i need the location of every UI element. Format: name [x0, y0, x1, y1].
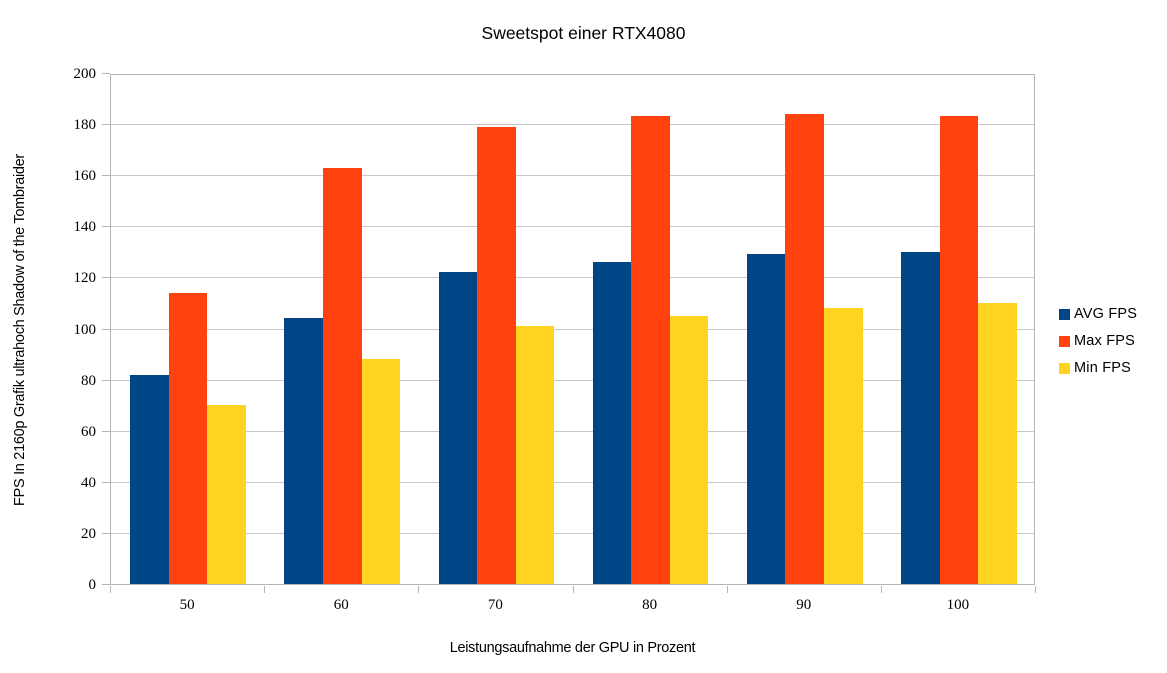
bar-max-fps-100 [939, 116, 979, 584]
x-tick-0 [110, 586, 111, 593]
plot-area [110, 74, 1035, 585]
bar-max-fps-90 [785, 113, 824, 584]
gridline-80 [111, 379, 1034, 381]
legend: AVG FPS Max FPS Min FPS [1059, 306, 1137, 387]
x-tick-2 [418, 586, 420, 593]
gridline-120 [111, 277, 1034, 279]
bar-avg-fps-90 [746, 254, 786, 584]
bar-min-fps-60 [361, 359, 401, 584]
y-tick-label-140: 140 [73, 219, 97, 236]
legend-item-max-fps: Max FPS [1059, 333, 1137, 349]
y-tick-label-180: 180 [73, 117, 97, 134]
y-tick-label-80: 80 [81, 372, 96, 389]
y-tick-label-100: 100 [73, 321, 97, 338]
y-tick-label-0: 0 [88, 577, 97, 593]
gridline-140 [111, 226, 1034, 228]
bar-max-fps-70 [477, 126, 516, 584]
legend-item-avg-fps: AVG FPS [1059, 306, 1137, 322]
y-tick-label-20: 20 [81, 525, 96, 542]
bar-min-fps-80 [669, 315, 709, 584]
x-tick-3 [572, 586, 574, 593]
bar-avg-fps-80 [592, 262, 632, 584]
y-tick-80 [102, 379, 110, 381]
gridline-60 [111, 430, 1034, 432]
y-tick-label-120: 120 [73, 270, 97, 287]
x-tick-4 [726, 586, 728, 593]
bar-min-fps-100 [978, 302, 1017, 584]
bar-max-fps-80 [631, 116, 670, 584]
y-tick-label-60: 60 [81, 423, 96, 440]
y-tick-20 [102, 532, 110, 534]
x-tick-1 [264, 586, 266, 593]
y-axis-title-wrap: FPS In 2160p Grafik ultrahoch Shadow of … [4, 74, 36, 585]
x-tick-label-60: 60 [333, 597, 349, 613]
y-tick-60 [102, 430, 110, 432]
gridline-160 [111, 175, 1034, 177]
y-tick-label-160: 160 [73, 168, 97, 185]
bar-avg-fps-50 [130, 374, 169, 584]
x-tick-6 [1035, 586, 1036, 593]
gridline-180 [111, 124, 1034, 126]
x-axis-title: Leistungsaufnahme der GPU in Prozent [449, 640, 696, 656]
legend-label-max-fps: Max FPS [1074, 333, 1136, 349]
bar-avg-fps-100 [901, 251, 940, 584]
y-tick-100 [102, 328, 110, 330]
y-tick-140 [102, 226, 110, 228]
legend-item-min-fps: Min FPS [1059, 360, 1137, 376]
y-tick-label-40: 40 [81, 474, 96, 491]
legend-label-min-fps: Min FPS [1074, 360, 1131, 376]
y-tick-160 [102, 175, 110, 177]
bar-min-fps-90 [824, 308, 863, 584]
x-tick-label-80: 80 [642, 597, 658, 613]
bar-min-fps-70 [515, 325, 555, 584]
y-tick-200 [102, 73, 110, 74]
y-tick-label-200: 200 [73, 66, 97, 82]
legend-swatch-icon [1059, 362, 1070, 374]
chart-title: Sweetspot einer RTX4080 [481, 23, 686, 43]
legend-label-avg-fps: AVG FPS [1074, 306, 1138, 322]
bar-max-fps-50 [168, 292, 208, 584]
y-tick-180 [102, 124, 110, 126]
bar-avg-fps-60 [284, 318, 323, 584]
legend-swatch-icon [1059, 335, 1070, 347]
x-tick-label-90: 90 [796, 597, 812, 613]
y-tick-40 [102, 481, 110, 483]
legend-swatch-icon [1059, 308, 1070, 320]
bar-min-fps-50 [207, 405, 246, 584]
y-tick-0 [102, 584, 110, 585]
x-tick-5 [880, 586, 882, 593]
y-axis-title: FPS In 2160p Grafik ultrahoch Shadow of … [12, 153, 29, 506]
y-tick-120 [102, 277, 110, 279]
x-tick-label-50: 50 [179, 597, 195, 613]
gridline-40 [111, 481, 1034, 483]
bar-avg-fps-70 [438, 272, 478, 584]
bar-max-fps-60 [322, 167, 362, 584]
x-tick-label-70: 70 [487, 597, 503, 613]
gridline-100 [111, 328, 1034, 330]
gridline-20 [111, 532, 1034, 534]
x-tick-label-100: 100 [946, 597, 970, 613]
